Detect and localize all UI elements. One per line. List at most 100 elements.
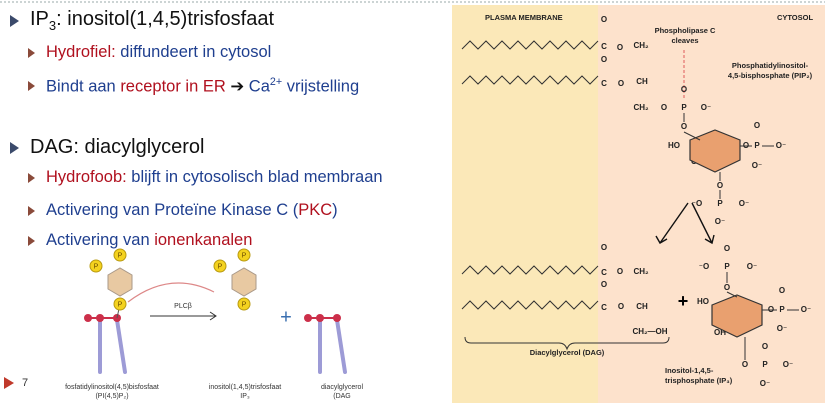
phosphate-label: P — [242, 252, 247, 259]
atom: O — [742, 360, 748, 369]
bullet-text: 3 — [48, 18, 57, 33]
bullet-text: blijft in cytosolisch blad membraan — [126, 168, 383, 186]
chain — [461, 265, 599, 275]
inositol — [107, 267, 133, 297]
atom: P — [717, 199, 723, 208]
atom: O — [601, 280, 607, 289]
bullet-text: ➔ — [225, 77, 249, 96]
bonds — [683, 113, 799, 360]
atom: O⁻ — [701, 103, 711, 112]
phosphate-circle — [237, 297, 251, 311]
bullet-text: : inositol(1,4,5)trisfosfaat — [56, 8, 275, 30]
cytosol-label: CYTOSOL — [777, 13, 814, 22]
atom: O — [681, 122, 687, 131]
bullet-text: DAG: diacylglycerol — [30, 136, 205, 158]
enzyme-label: PLCβ — [174, 303, 192, 310]
atom: P — [724, 262, 730, 271]
phosphate-label: P — [242, 301, 247, 308]
atom: O — [601, 15, 607, 24]
phosphate-label: P — [218, 263, 223, 270]
atom: O — [661, 103, 667, 112]
atom: O — [618, 79, 624, 88]
ip3-label: Inositol-1,4,5- — [665, 366, 714, 375]
bullet: Bindt aan receptor in ER ➔ Ca2+ vrijstel… — [46, 76, 359, 97]
dag-label: diacylglycerol — [321, 384, 363, 391]
pip2-label: fosfatidylinositol(4,5)bisfosfaat — [65, 384, 159, 391]
atom: O — [724, 244, 730, 253]
cytosol-region — [598, 5, 825, 403]
lipid-tails — [98, 318, 347, 374]
atom: O — [617, 43, 623, 52]
atom: O — [754, 121, 760, 130]
bullet: Hydrofiel: diffundeert in cytosol — [46, 43, 271, 62]
atom: P — [762, 360, 768, 369]
phosphate-circle — [213, 259, 227, 273]
atom: C — [601, 303, 607, 312]
fatty-acid-chains — [461, 40, 599, 310]
phosphate-circle — [113, 297, 127, 311]
atom: ⁻O — [699, 262, 709, 271]
phosphates: P P P P P P — [89, 248, 251, 311]
atom: CH₂—OH — [632, 327, 667, 336]
split-arrows — [655, 202, 715, 245]
bullet-text: ) — [332, 201, 338, 219]
atom: O⁻ — [776, 141, 786, 150]
membrane-label: PLASMA MEMBRANE — [485, 13, 563, 22]
atom: CH₂ — [633, 103, 649, 112]
atoms: OCOCH₂OCOCHCH₂OPO⁻OOHOHOOHOPO⁻OO⁻O⁻OPO⁻O… — [601, 15, 811, 388]
atom: P — [754, 141, 760, 150]
atom: O — [779, 286, 785, 295]
atom: P — [779, 305, 785, 314]
atom: O — [717, 181, 723, 190]
phosphate-circle — [89, 259, 103, 273]
bullet-text: receptor in ER — [120, 77, 226, 96]
atom: HO — [697, 297, 709, 306]
bullet-text: vrijstelling — [282, 77, 360, 96]
atom: C — [601, 42, 607, 51]
atom: O — [762, 342, 768, 351]
pip2-label: 4,5-bisphosphate (PIP₂) — [728, 71, 813, 80]
atom: HO — [668, 141, 680, 150]
inositol-ring — [711, 294, 763, 338]
dag-brace — [464, 336, 670, 351]
phosphate-label: P — [118, 252, 123, 259]
slide-number: 7 — [22, 377, 28, 389]
atom: ⁻O — [692, 199, 702, 208]
chain — [461, 300, 599, 310]
atom: O — [681, 85, 687, 94]
atom: O — [617, 267, 623, 276]
pip2-label: Phosphatidylinositol- — [732, 61, 809, 70]
atom: O⁻ — [801, 305, 811, 314]
bullet: Hydrofoob: blijft in cytosolisch blad me… — [46, 168, 383, 187]
dag-label: Diacylglycerol (DAG) — [530, 348, 605, 357]
bullet: Activering van ionenkanalen — [46, 231, 252, 250]
bullet-text: Ca — [248, 77, 270, 96]
bullet: Activering van Proteïne Kinase C (PKC) — [46, 201, 338, 220]
atom: O — [601, 243, 607, 252]
inositol-ring — [689, 129, 741, 173]
atom: O⁻ — [777, 324, 787, 333]
ip3-label: inositol(1,4,5)trisfosfaat — [209, 384, 281, 391]
slide-number-marker — [4, 377, 14, 389]
bullet-text: IP — [30, 8, 49, 30]
bullet: DAG: diacylglycerol — [30, 136, 205, 159]
chain — [461, 40, 599, 50]
atom: O — [724, 283, 730, 292]
bullet-text: Activering van — [46, 231, 155, 249]
atom: O⁻ — [715, 217, 725, 226]
ip3-label: IP₃ — [240, 393, 250, 400]
bullet-text: Bindt aan — [46, 77, 121, 96]
atom: P — [681, 103, 687, 112]
atom: CH₂ — [633, 41, 649, 50]
atom: CH — [636, 77, 648, 86]
atom: C — [601, 268, 607, 277]
membrane-region — [452, 5, 598, 403]
atom: O⁻ — [739, 199, 749, 208]
bullet-text: Activering van Proteïne Kinase C ( — [46, 201, 299, 219]
atom: O⁻ — [783, 360, 793, 369]
bullet-text: ionenkanalen — [154, 231, 253, 249]
bullet-text: PKC — [298, 201, 333, 219]
bullet-list: IP3: inositol(1,4,5)trisfosfaat Hydrofiel… — [0, 0, 450, 407]
